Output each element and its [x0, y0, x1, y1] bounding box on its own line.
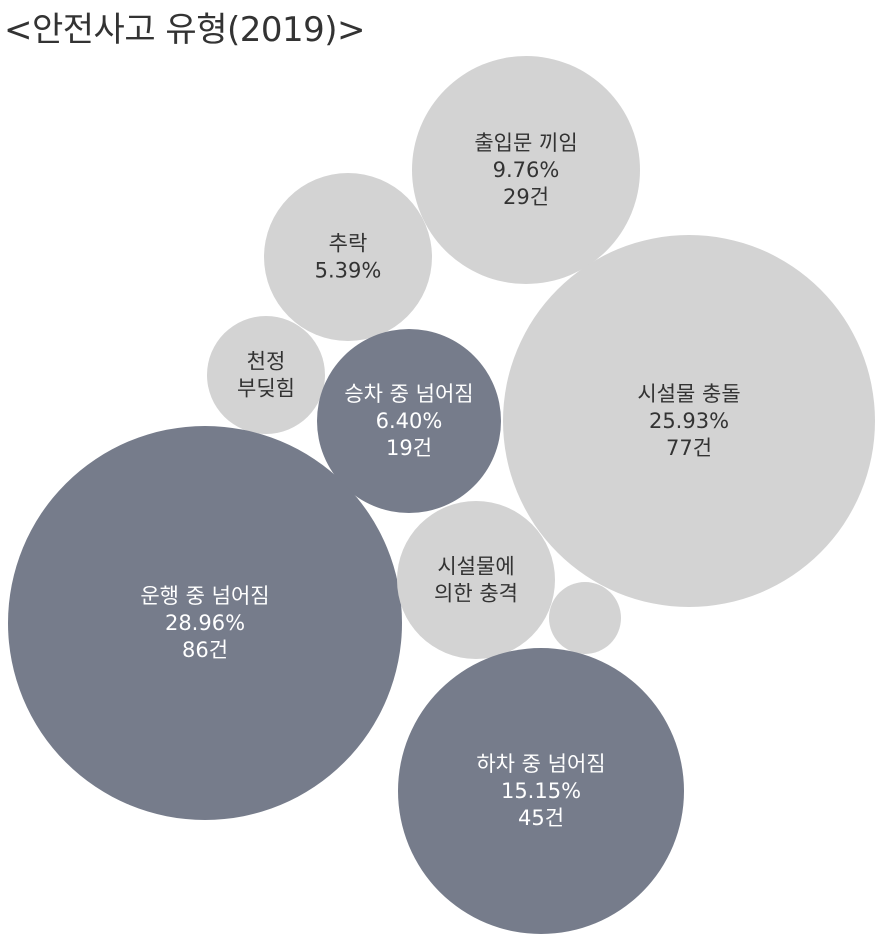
bubble-percent-facility-collision: 25.93%	[649, 409, 729, 433]
bubble-alighting-fall: 하차 중 넘어짐 15.15% 45건	[398, 648, 684, 934]
bubble-label-facility-impact: 의한 충격	[434, 582, 518, 606]
bubble-boarding-fall: 승차 중 넘어짐 6.40% 19건	[317, 329, 501, 513]
bubble-fall: 추락 5.39%	[264, 173, 432, 341]
bubble-boarding-door: 출입문 끼임 9.76% 29건	[412, 56, 640, 284]
bubble-count-facility-collision: 77건	[666, 436, 712, 460]
bubble-percent-riding-fall: 28.96%	[165, 611, 245, 635]
bubble-label-boarding-door: 출입문 끼임	[474, 131, 577, 155]
bubble-facility-collision: 시설물 충돌 25.93% 77건	[503, 235, 875, 607]
bubble-circle-unlabeled	[549, 582, 621, 654]
bubble-label-facility-collision: 시설물 충돌	[637, 382, 740, 406]
bubble-circle-facility-impact	[397, 501, 555, 659]
bubble-circle-riding-fall	[8, 426, 402, 820]
bubble-circle-fall	[264, 173, 432, 341]
bubble-label-riding-fall: 운행 중 넘어짐	[140, 584, 269, 608]
bubble-circle-boarding-door	[412, 56, 640, 284]
bubble-circle-ceiling-bump	[207, 316, 325, 434]
bubble-percent-boarding-fall: 6.40%	[376, 409, 443, 433]
bubble-unlabeled	[549, 582, 621, 654]
bubble-riding-fall: 운행 중 넘어짐 28.96% 86건	[8, 426, 402, 820]
bubble-label-ceiling-bump: 부딪힘	[237, 377, 295, 401]
bubble-circle-alighting-fall	[398, 648, 684, 934]
bubble-percent-alighting-fall: 15.15%	[501, 779, 581, 803]
bubble-percent-boarding-door: 9.76%	[493, 158, 560, 182]
bubble-circle-facility-collision	[503, 235, 875, 607]
bubble-percent-fall: 5.39%	[315, 259, 382, 283]
bubble-circle-boarding-fall	[317, 329, 501, 513]
bubble-count-boarding-door: 29건	[503, 185, 549, 209]
bubble-label-fall: 추락	[329, 232, 368, 256]
bubble-label-alighting-fall: 하차 중 넘어짐	[476, 752, 605, 776]
bubble-count-alighting-fall: 45건	[518, 806, 564, 830]
bubble-count-riding-fall: 86건	[182, 638, 228, 662]
bubble-label-facility-impact: 시설물에	[437, 555, 514, 579]
bubble-label-boarding-fall: 승차 중 넘어짐	[344, 382, 473, 406]
chart-title: <안전사고 유형(2019)>	[4, 10, 366, 50]
bubble-count-boarding-fall: 19건	[386, 436, 432, 460]
bubble-label-ceiling-bump: 천정	[247, 350, 286, 374]
